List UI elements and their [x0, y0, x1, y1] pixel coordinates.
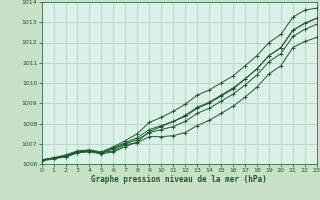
X-axis label: Graphe pression niveau de la mer (hPa): Graphe pression niveau de la mer (hPa) — [91, 175, 267, 184]
